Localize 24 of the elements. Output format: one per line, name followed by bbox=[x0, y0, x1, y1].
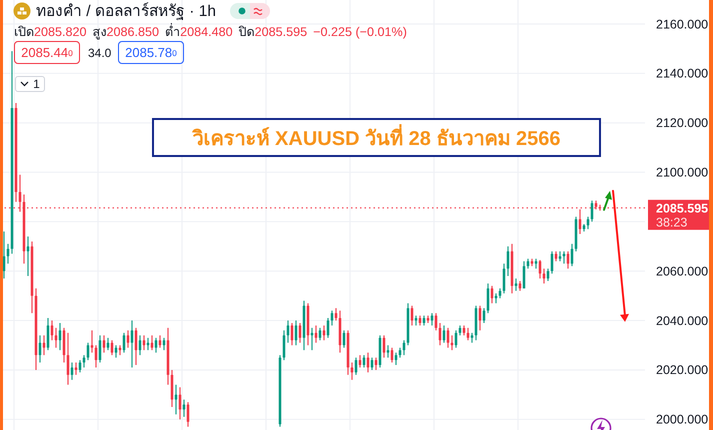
annotation: 34.0 bbox=[88, 44, 112, 62]
y-tick-label: 2160.000 bbox=[656, 17, 708, 32]
y-tick-label: 2020.000 bbox=[656, 363, 708, 378]
annotation: −0.225 (−0.01%) bbox=[313, 25, 407, 39]
chart-subtitle: ทองคำ / ดอลลาร์สหรัฐ · 1h bbox=[36, 1, 216, 22]
collapse-button: 1 bbox=[15, 76, 45, 92]
annotation: เปิด bbox=[14, 25, 34, 39]
y-tick-label: 2140.000 bbox=[656, 66, 708, 81]
ref-line-label: 2085.595 bbox=[656, 201, 708, 216]
y-tick-label: 2060.000 bbox=[656, 264, 708, 278]
annotation: 1 bbox=[33, 77, 40, 91]
annotation: 2084.480 bbox=[180, 25, 233, 39]
y-tick-label: 2000.000 bbox=[656, 412, 708, 427]
annotation: 2085.595 bbox=[254, 25, 308, 39]
annotation: 2085.820 bbox=[34, 25, 87, 39]
annotation: สูง bbox=[92, 25, 107, 39]
y-tick-label: 2120.000 bbox=[656, 116, 708, 130]
y-tick-label: 2040.000 bbox=[656, 314, 708, 328]
annotation: 2086.850 bbox=[106, 25, 160, 39]
price-label: 2085.595 38:23 bbox=[648, 200, 709, 230]
annotation: ต่ำ bbox=[165, 25, 180, 39]
y-tick-label: 2100.000 bbox=[656, 166, 708, 180]
title-box: วิเคราะห์ XAUUSD วันที่ 28 ธันวาคม 2566 bbox=[152, 118, 601, 157]
annotation: ปิด bbox=[238, 25, 255, 39]
